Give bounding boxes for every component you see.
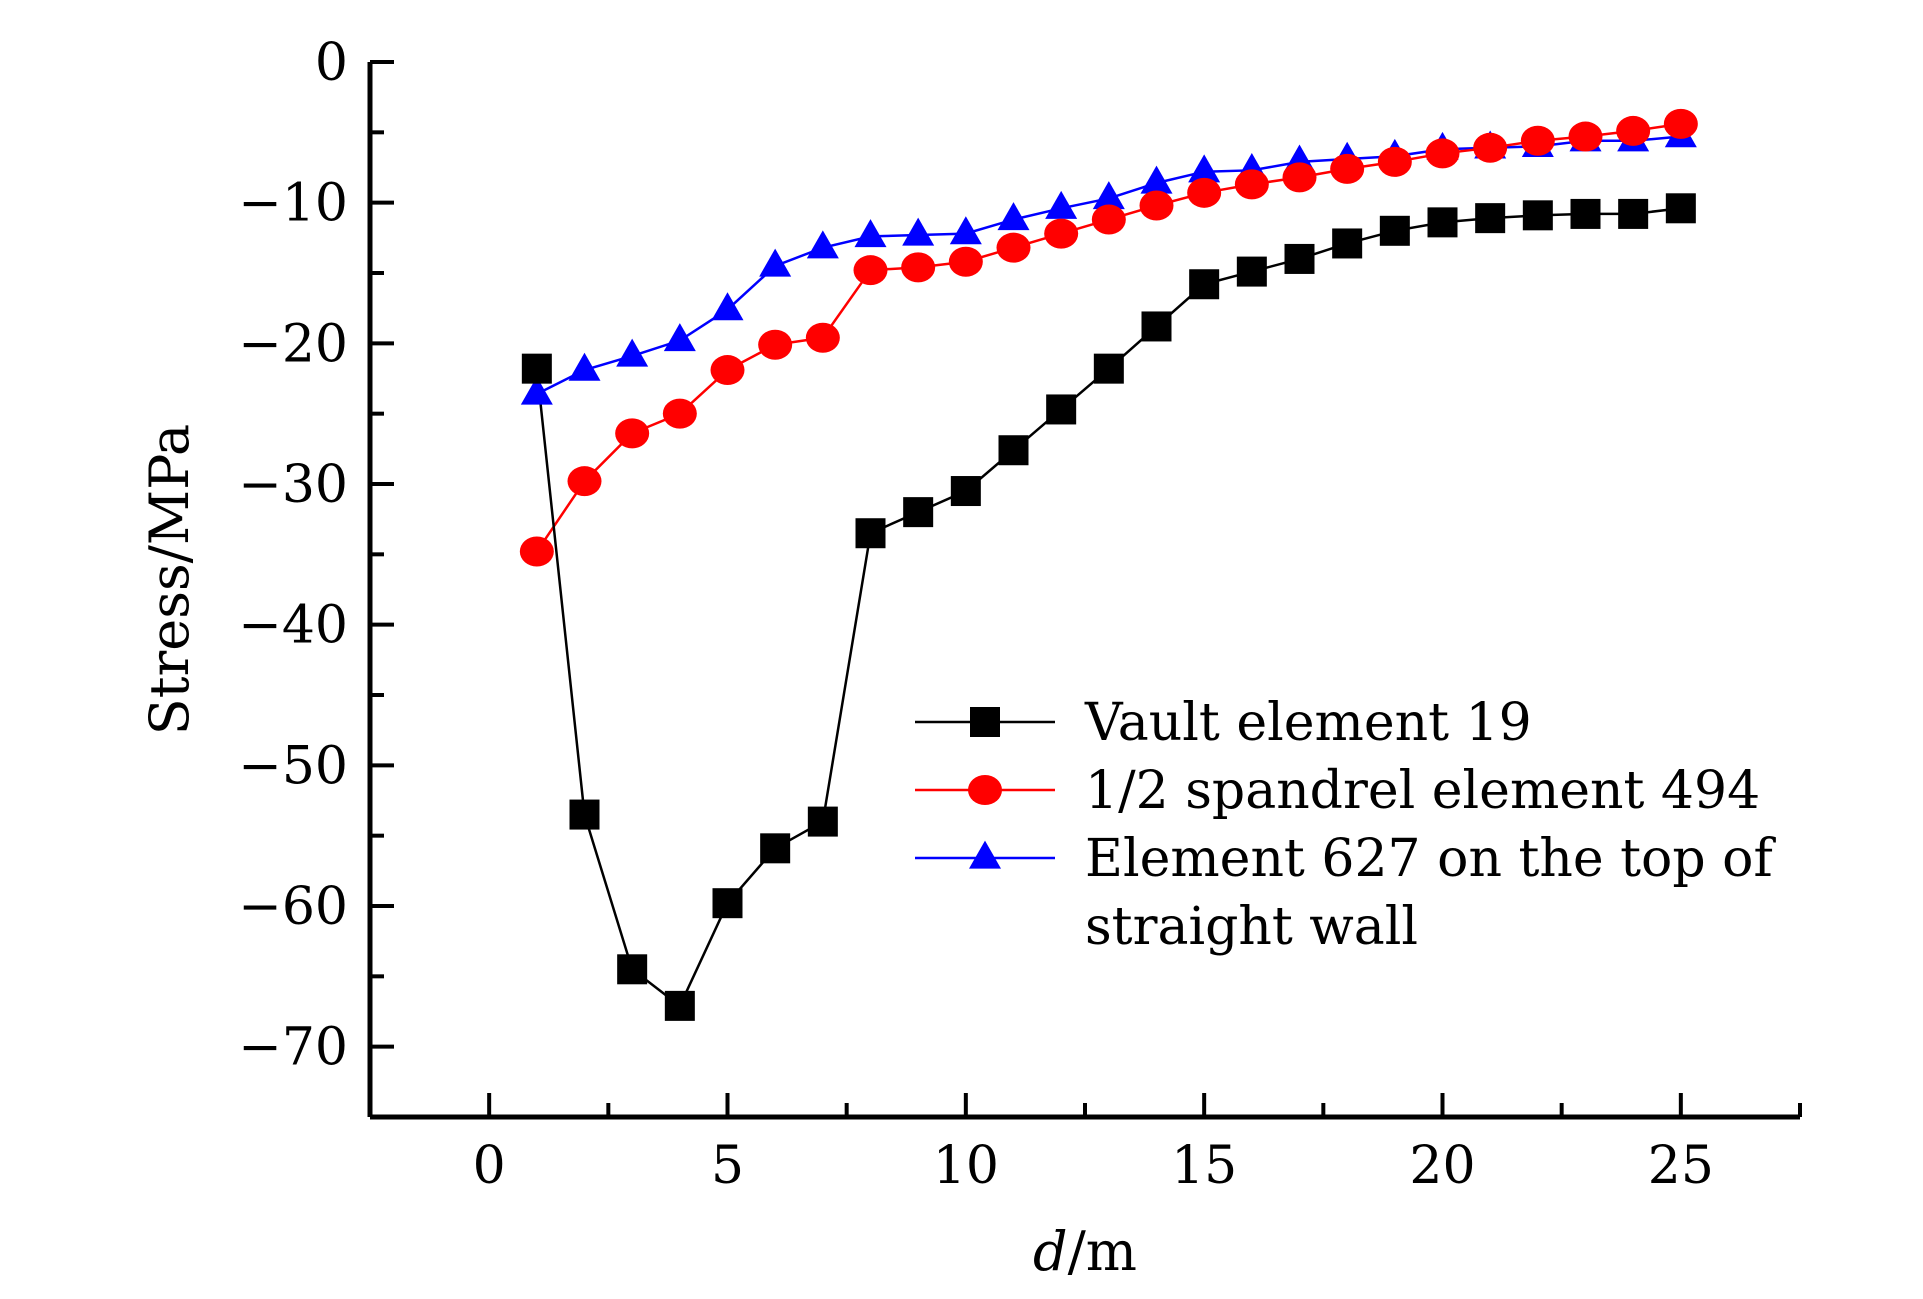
y-tick-label: −70	[238, 1018, 348, 1078]
series-1-point	[1046, 394, 1077, 425]
series-2-point	[1330, 153, 1365, 184]
x-tick-label: 10	[933, 1136, 999, 1196]
series-2-point	[853, 255, 888, 286]
series-1-point	[998, 435, 1029, 466]
series-1-point	[1379, 215, 1410, 246]
series-2-point	[948, 246, 983, 277]
series-2-point	[710, 355, 745, 386]
legend-marker-2	[968, 775, 1002, 805]
legend-label-2: 1/2 spandrel element 494	[1085, 761, 1760, 821]
series-1-point	[1093, 353, 1124, 384]
axes: 0 5 10 15 20 25 0 −10 −20 −30 −40 −50 −60 −70	[238, 33, 1802, 1196]
legend-marker-1	[970, 707, 1000, 737]
series-1-point	[1427, 207, 1458, 238]
series-2-point	[1663, 108, 1698, 139]
x-tick-label: 0	[473, 1136, 506, 1196]
x-axis-title-unit: /m	[1068, 1220, 1137, 1283]
series-1-point	[569, 799, 600, 830]
series-3-point	[949, 216, 982, 245]
series-2-point	[1473, 132, 1508, 163]
series-1-point	[1284, 243, 1315, 274]
y-tick-label: −60	[238, 877, 348, 937]
legend-marker-3	[969, 840, 1001, 869]
x-tick-label: 20	[1409, 1136, 1475, 1196]
legend-label-3: Element 627 on the top of straight wall	[1085, 829, 1776, 957]
legend: Vault element 19 1/2 spandrel element 494…	[915, 693, 1776, 957]
x-axis-title: d/m	[1033, 1220, 1137, 1283]
y-tick-label: −30	[238, 455, 348, 515]
series-3-point	[1045, 190, 1078, 219]
series-3-point	[520, 376, 553, 405]
series-2-point	[615, 418, 650, 449]
series-2-point	[1425, 138, 1460, 169]
y-axis-title: Stress/MPa	[138, 424, 201, 735]
series-2-point	[1520, 125, 1555, 156]
legend-label-line: straight wall	[1085, 897, 1418, 957]
series-3-point	[568, 352, 601, 381]
series-1-point	[664, 990, 695, 1021]
x-tick-label: 15	[1171, 1136, 1237, 1196]
series-3-point	[759, 248, 792, 277]
series-1-point	[1618, 198, 1649, 229]
series-2-point	[901, 252, 936, 283]
series-3-point	[1140, 165, 1173, 194]
series-2-point	[805, 322, 840, 353]
series-1-point	[617, 954, 648, 985]
series-2-point	[1044, 218, 1079, 249]
series-3-point	[711, 292, 744, 321]
series-2-point	[662, 398, 697, 429]
series-1-point	[521, 353, 552, 384]
series-1-point	[1522, 200, 1553, 231]
y-tick-label: −40	[238, 596, 348, 656]
x-tick-label: 25	[1648, 1136, 1714, 1196]
series-3-point	[1092, 181, 1125, 210]
series-2-point	[1616, 115, 1651, 146]
series-3-point	[1188, 154, 1221, 183]
series-1-point	[855, 518, 886, 549]
series-2-point	[758, 329, 793, 360]
series-3-point	[663, 323, 696, 352]
series-2-point	[1282, 162, 1317, 193]
series-2-point	[1234, 169, 1269, 200]
x-axis-title-variable: d	[1033, 1220, 1068, 1283]
series-1-point	[950, 476, 981, 507]
series-2-point	[1139, 190, 1174, 221]
series-1-point	[1570, 198, 1601, 229]
series-3-point	[997, 202, 1030, 231]
series-2-point	[1091, 204, 1126, 235]
legend-label-line: Element 627 on the top of	[1085, 829, 1776, 889]
series-1-point	[712, 888, 743, 919]
series-1-point	[807, 806, 838, 837]
series-2-point	[996, 232, 1031, 263]
series-2-point	[567, 466, 602, 497]
y-tick-label: −10	[238, 174, 348, 234]
series-1-point	[1141, 311, 1172, 342]
plot-area	[519, 108, 1698, 1021]
series-3-point	[616, 338, 649, 367]
series-1-point	[1665, 193, 1696, 224]
series-1-point	[903, 497, 934, 528]
y-tick-label: −20	[238, 314, 348, 374]
y-tick-label: 0	[315, 33, 348, 93]
series-2-point	[1377, 146, 1412, 177]
series-1-point	[1475, 203, 1506, 234]
series-1-point	[760, 833, 791, 864]
series-3-point	[902, 217, 935, 246]
series-1-point	[1236, 256, 1267, 287]
legend-label-1: Vault element 19	[1084, 693, 1532, 753]
series-1-point	[1332, 228, 1363, 259]
series-2-point	[1187, 177, 1222, 208]
series-3-point	[806, 230, 839, 259]
series-2-point	[1568, 121, 1603, 152]
series-3-point	[854, 219, 887, 248]
series-1-point	[1189, 269, 1220, 300]
y-tick-label: −50	[238, 736, 348, 796]
x-tick-label: 5	[711, 1136, 744, 1196]
series-2-point	[519, 536, 554, 567]
